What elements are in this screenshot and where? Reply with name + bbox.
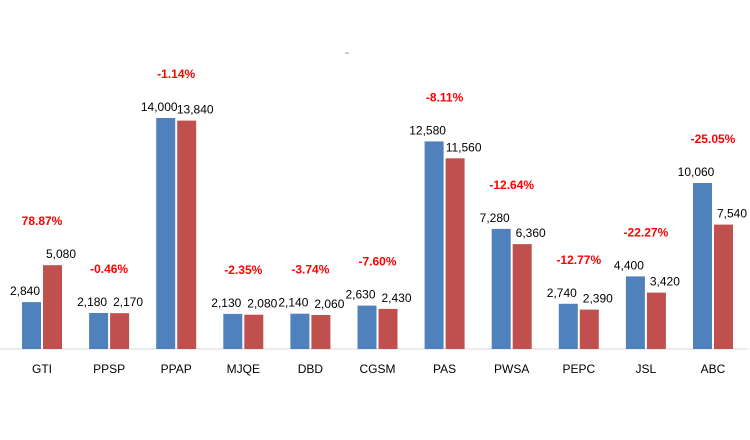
bar-series-1-ppap bbox=[156, 118, 176, 349]
change-label-pepc: -12.77% bbox=[556, 253, 601, 267]
value-label-series-1-mjqe: 2,130 bbox=[211, 296, 241, 310]
bar-series-1-gti bbox=[22, 302, 41, 349]
chart-title: - bbox=[345, 45, 349, 59]
value-label-series-2-dbd: 2,060 bbox=[314, 297, 344, 311]
value-label-series-2-pwsa: 6,360 bbox=[516, 226, 546, 240]
change-label-abc: -25.05% bbox=[691, 132, 736, 146]
change-label-ppap: -1.14% bbox=[157, 67, 195, 81]
value-label-series-1-pepc: 2,740 bbox=[547, 286, 577, 300]
change-label-mjqe: -2.35% bbox=[224, 263, 262, 277]
category-label-cgsm: CGSM bbox=[360, 362, 396, 376]
value-label-series-2-ppsp: 2,170 bbox=[113, 295, 143, 309]
value-label-series-2-ppap: 13,840 bbox=[177, 103, 214, 117]
bar-series-1-cgsm bbox=[357, 305, 377, 349]
bar-series-1-pepc bbox=[558, 303, 578, 349]
bar-series-1-ppsp bbox=[89, 313, 109, 349]
bars-layer bbox=[22, 118, 733, 349]
category-label-ppap: PPAP bbox=[161, 362, 192, 376]
bar-series-2-ppap bbox=[177, 120, 197, 349]
value-label-series-1-abc: 10,060 bbox=[678, 165, 715, 179]
bar-series-1-pas bbox=[424, 141, 444, 349]
value-label-series-2-jsl: 3,420 bbox=[650, 275, 680, 289]
category-label-pwsa: PWSA bbox=[494, 362, 529, 376]
category-label-dbd: DBD bbox=[298, 362, 324, 376]
bar-series-1-jsl bbox=[625, 276, 645, 349]
bar-series-2-gti bbox=[43, 265, 62, 349]
bar-series-2-pepc bbox=[579, 309, 599, 349]
value-label-series-2-gti: 5,080 bbox=[46, 247, 76, 261]
bar-series-1-dbd bbox=[290, 313, 310, 349]
value-label-series-2-pas: 11,560 bbox=[446, 140, 482, 154]
category-label-ppsp: PPSP bbox=[93, 362, 125, 376]
value-label-series-2-abc: 7,540 bbox=[717, 207, 747, 221]
bar-series-2-dbd bbox=[311, 315, 331, 349]
bar-series-1-pwsa bbox=[491, 228, 511, 349]
category-label-abc: ABC bbox=[701, 362, 726, 376]
category-label-gti: GTI bbox=[32, 362, 52, 376]
value-label-series-2-mjqe: 2,080 bbox=[247, 297, 277, 311]
bar-series-2-jsl bbox=[646, 292, 666, 349]
value-label-series-1-dbd: 2,140 bbox=[278, 296, 308, 310]
change-label-cgsm: -7.60% bbox=[358, 255, 396, 269]
change-label-dbd: -3.74% bbox=[291, 263, 329, 277]
value-label-series-1-cgsm: 2,630 bbox=[345, 288, 375, 302]
change-label-pwsa: -12.64% bbox=[489, 178, 534, 192]
value-label-series-1-ppap: 14,000 bbox=[141, 100, 178, 114]
bar-series-2-cgsm bbox=[378, 308, 398, 349]
change-label-gti: 78.87% bbox=[22, 214, 63, 228]
change-label-pas: -8.11% bbox=[426, 90, 464, 104]
value-label-series-1-ppsp: 2,180 bbox=[77, 295, 107, 309]
value-label-series-1-gti: 2,840 bbox=[10, 284, 40, 298]
bar-series-2-pwsa bbox=[512, 244, 532, 349]
bar-series-1-mjqe bbox=[223, 313, 243, 349]
category-label-jsl: JSL bbox=[636, 362, 657, 376]
bar-series-1-abc bbox=[693, 183, 712, 349]
value-label-series-1-pas: 12,580 bbox=[409, 123, 446, 137]
value-label-series-1-jsl: 4,400 bbox=[614, 258, 644, 272]
value-label-series-1-pwsa: 7,280 bbox=[480, 211, 510, 225]
bar-series-2-abc bbox=[714, 224, 733, 349]
category-label-pepc: PEPC bbox=[562, 362, 595, 376]
change-label-jsl: -22.27% bbox=[624, 225, 669, 239]
bar-series-2-ppsp bbox=[110, 313, 130, 349]
bar-series-2-mjqe bbox=[244, 314, 264, 349]
value-label-series-2-pepc: 2,390 bbox=[583, 292, 613, 306]
change-label-ppsp: -0.46% bbox=[90, 262, 128, 276]
labels-layer: 2,840 5,080 78.87% GTI 2,180 2,170 -0.46% PPSP 1… bbox=[10, 67, 747, 376]
value-label-series-2-cgsm: 2,430 bbox=[381, 291, 411, 305]
category-label-mjqe: MJQE bbox=[227, 362, 260, 376]
category-label-pas: PAS bbox=[433, 362, 456, 376]
bar-series-2-pas bbox=[445, 158, 465, 349]
